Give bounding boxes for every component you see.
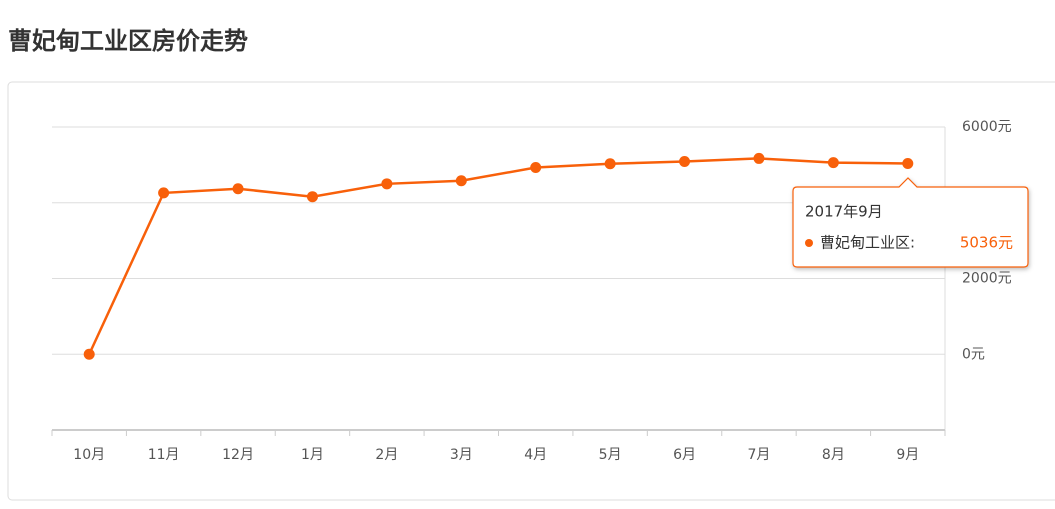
tooltip-title: 2017年9月 bbox=[805, 203, 883, 221]
y-tick-label: 0元 bbox=[962, 346, 985, 362]
x-tick-label: 8月 bbox=[822, 447, 845, 463]
x-tick-label: 11月 bbox=[148, 447, 180, 463]
point bbox=[158, 187, 170, 199]
tooltip: 2017年9月 曹妃甸工业区: 5036元 bbox=[792, 177, 1029, 268]
point bbox=[753, 152, 765, 164]
x-tick-label: 12月 bbox=[222, 447, 254, 463]
chart: 0元2000元4000元6000元10月11月12月1月2月3月4月5月6月7月… bbox=[51, 119, 1012, 463]
x-tick-label: 6月 bbox=[673, 447, 696, 463]
x-tick-label: 9月 bbox=[896, 447, 919, 463]
y-tick-label: 6000元 bbox=[962, 119, 1012, 135]
chart-card bbox=[7, 81, 1055, 501]
x-tick-label: 3月 bbox=[450, 447, 473, 463]
point bbox=[530, 162, 542, 174]
point bbox=[83, 348, 95, 360]
x-tick-label: 1月 bbox=[301, 447, 324, 463]
x-tick-label: 7月 bbox=[747, 447, 770, 463]
line bbox=[88, 157, 908, 355]
tooltip-dot bbox=[805, 239, 813, 247]
x-tick-label: 10月 bbox=[73, 447, 105, 463]
point bbox=[827, 157, 839, 169]
x-tick-label: 5月 bbox=[599, 447, 622, 463]
point bbox=[306, 191, 318, 203]
point bbox=[381, 178, 393, 190]
tooltip-box bbox=[792, 177, 1029, 268]
page-title: 曹妃甸工业区房价走势 bbox=[8, 27, 248, 55]
x-tick-label: 2月 bbox=[375, 447, 398, 463]
point bbox=[902, 158, 914, 170]
y-tick-label: 2000元 bbox=[962, 271, 1012, 287]
tooltip-label: 曹妃甸工业区: bbox=[820, 234, 915, 252]
point bbox=[679, 155, 691, 167]
point bbox=[455, 175, 467, 187]
x-tick-label: 4月 bbox=[524, 447, 547, 463]
tooltip-value: 5036元 bbox=[960, 234, 1013, 252]
point bbox=[604, 158, 616, 170]
point bbox=[232, 183, 244, 195]
